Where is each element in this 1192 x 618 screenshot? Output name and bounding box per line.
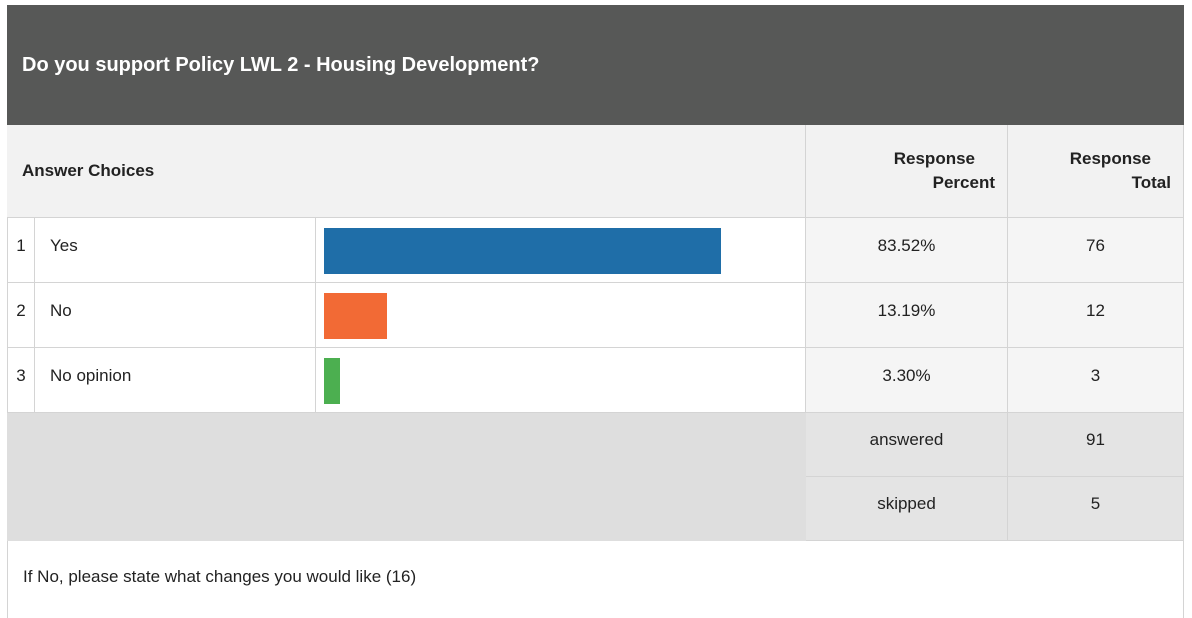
bar-cell xyxy=(316,348,806,413)
row-total: 76 xyxy=(1008,218,1184,283)
bar xyxy=(324,293,387,339)
row-label: Yes xyxy=(35,218,316,283)
row-index: 1 xyxy=(7,218,35,283)
row-total: 12 xyxy=(1008,283,1184,348)
bar-cell xyxy=(316,283,806,348)
header-answer: Answer Choices xyxy=(7,125,806,218)
summary-value: 91 xyxy=(1008,413,1184,477)
row-label: No opinion xyxy=(35,348,316,413)
summary-value: 5 xyxy=(1008,477,1184,541)
row-percent: 13.19% xyxy=(806,283,1008,348)
row-index: 2 xyxy=(7,283,35,348)
header-response_percent: Response Percent xyxy=(806,125,1008,218)
header-text: Response xyxy=(1069,149,1151,168)
row-label: No xyxy=(35,283,316,348)
title-bar: Do you support Policy LWL 2 - Housing De… xyxy=(7,5,1184,125)
summary-label: answered xyxy=(806,413,1008,477)
summary-label: skipped xyxy=(806,477,1008,541)
footer-text: If No, please state what changes you wou… xyxy=(7,541,1184,618)
bar xyxy=(324,358,340,404)
header-text: Response xyxy=(893,149,975,168)
bar xyxy=(324,228,721,274)
row-percent: 83.52% xyxy=(806,218,1008,283)
header-text: Percent xyxy=(932,173,995,192)
row-index: 3 xyxy=(7,348,35,413)
summary-blank xyxy=(7,413,806,541)
header-text: Total xyxy=(1131,173,1171,192)
row-total: 3 xyxy=(1008,348,1184,413)
row-percent: 3.30% xyxy=(806,348,1008,413)
header-response_total: Response Total xyxy=(1008,125,1184,218)
